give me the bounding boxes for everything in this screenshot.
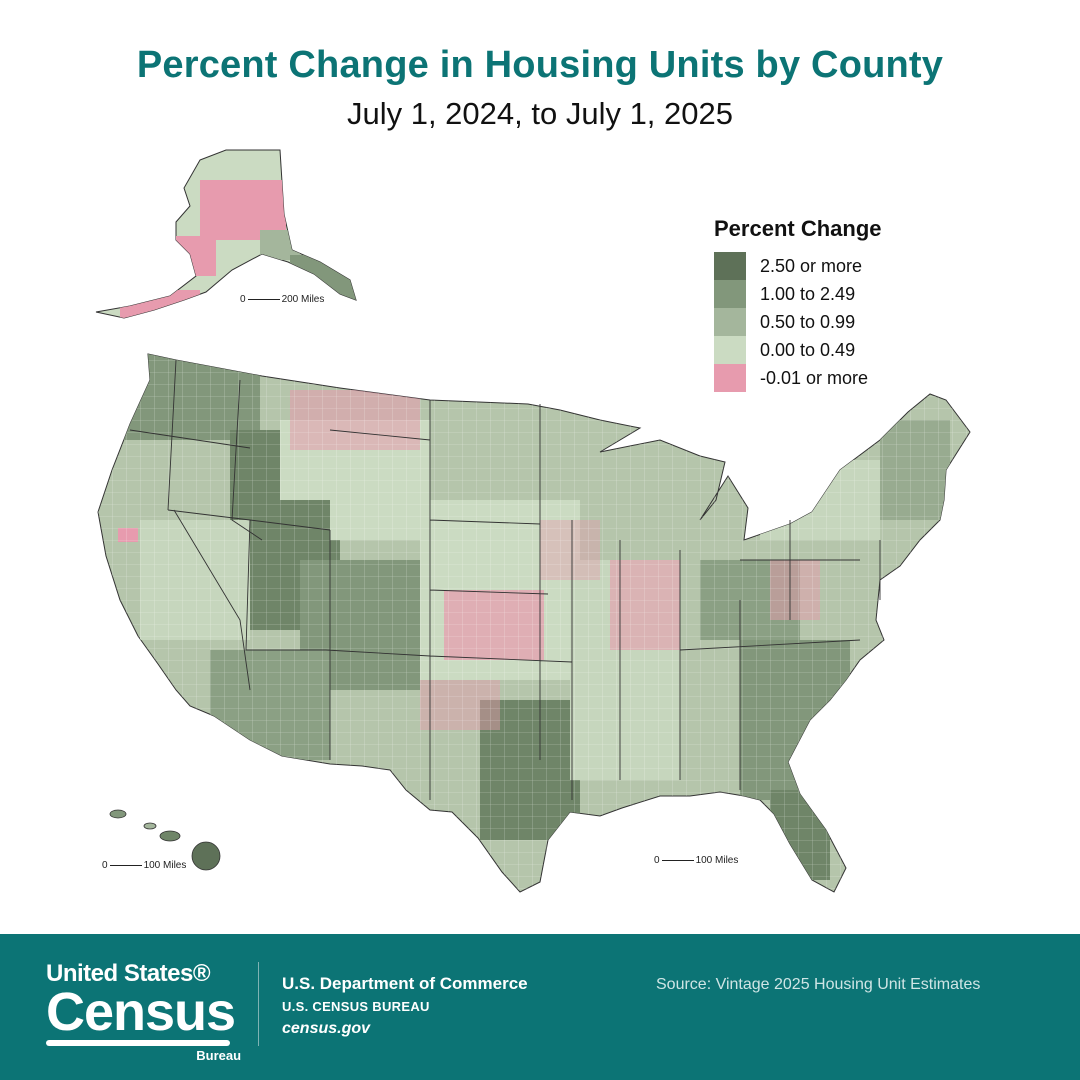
hawaii-inset <box>109 809 221 871</box>
legend-swatch <box>714 308 746 336</box>
legend-item: -0.01 or more <box>714 364 882 392</box>
scale-label: 200 Miles <box>281 294 325 305</box>
logo-underline <box>46 1040 230 1046</box>
legend-swatch <box>714 364 746 392</box>
conus-scale-bar: 0 100 Miles <box>654 855 738 866</box>
alaska-scale-bar: 0 200 Miles <box>240 294 324 305</box>
legend-label: 1.00 to 2.49 <box>760 283 856 304</box>
legend-title: Percent Change <box>714 216 882 241</box>
logo-main-text: Census <box>46 982 236 1042</box>
legend-label: 2.50 or more <box>760 255 863 276</box>
footer-divider <box>258 962 259 1046</box>
legend-item: 1.00 to 2.49 <box>714 280 882 308</box>
scale-zero: 0 <box>102 860 108 871</box>
bureau-name: U.S. CENSUS BUREAU <box>282 999 430 1014</box>
legend-swatch <box>714 336 746 364</box>
scale-zero: 0 <box>654 855 660 866</box>
legend-label: 0.00 to 0.49 <box>760 339 856 360</box>
website-link[interactable]: census.gov <box>282 1020 371 1037</box>
logo-top-text: United States® <box>46 960 211 987</box>
legend-item: 2.50 or more <box>714 252 882 280</box>
legend-swatch <box>714 280 746 308</box>
department-block: U.S. Department of Commerce U.S. CENSUS … <box>282 974 528 1038</box>
legend-item: 0.00 to 0.49 <box>714 336 882 364</box>
source-note: Source: Vintage 2025 Housing Unit Estima… <box>656 976 981 993</box>
scale-label: 100 Miles <box>143 860 187 871</box>
map-legend: Percent Change 2.50 or more 1.00 to 2.49… <box>714 216 882 392</box>
footer-bar: United States® Census Bureau U.S. Depart… <box>0 934 1080 1080</box>
legend-label: 0.50 to 0.99 <box>760 311 856 332</box>
choropleth-map <box>95 149 971 893</box>
legend-swatch <box>714 252 746 280</box>
department-name: U.S. Department of Commerce <box>282 974 528 993</box>
map-subtitle: July 1, 2024, to July 1, 2025 <box>346 96 734 131</box>
census-logo[interactable]: United States® Census Bureau <box>46 960 241 1063</box>
scale-label: 100 Miles <box>695 855 739 866</box>
map-title: Percent Change in Housing Units by Count… <box>136 44 944 86</box>
legend-label: -0.01 or more <box>760 367 869 388</box>
logo-bureau-text: Bureau <box>196 1048 242 1063</box>
hawaii-scale-bar: 0 100 Miles <box>102 860 186 871</box>
legend-item: 0.50 to 0.99 <box>714 308 882 336</box>
scale-zero: 0 <box>240 294 246 305</box>
conus-map <box>97 353 971 893</box>
